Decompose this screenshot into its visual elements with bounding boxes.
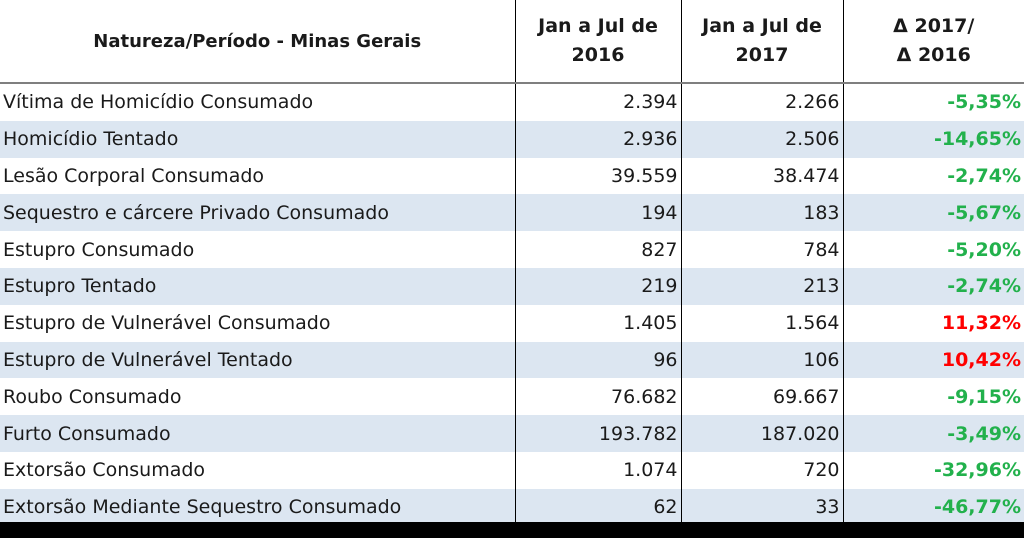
row-value-2016: 62 [514,488,682,526]
row-label: Extorsão Consumado [0,451,515,489]
row-value-2016: 193.782 [514,415,682,452]
row-value-2016: 1.405 [514,304,682,342]
header-delta-line2: Δ 2016 [896,44,971,66]
table-row: Vítima de Homicídio Consumado 2.394 2.266-… [0,83,1024,121]
row-delta: -32,96% [843,451,1024,489]
table-row: Estupro de Vulnerável Consumado 1.405 1.56… [0,304,1024,342]
table-row: Extorsão Consumado 1.074 720 -32,96% [0,451,1024,489]
row-value-2017: 187.020 [681,415,844,452]
row-delta: -5,20% [843,231,1024,268]
table-row: Lesão Corporal Consumado 39.559 38.474 -2,7… [0,157,1024,195]
row-value-2017: 33 [681,488,844,526]
row-delta: -5,35% [843,83,1024,121]
header-2016-line2: 2016 [571,44,625,66]
header-delta-line1: Δ 2017/ [893,15,975,37]
row-value-2017: 213 [681,267,844,305]
row-label: Vítima de Homicídio Consumado [0,83,515,121]
row-value-2016: 76.682 [514,378,682,416]
row-value-2016: 194 [514,194,682,232]
row-value-2016: 96 [514,341,682,379]
row-label: Estupro de Vulnerável Tentado [0,341,515,379]
row-value-2016: 39.559 [514,157,682,195]
header-natureza-text: Natureza/Período - Minas Gerais [93,30,422,52]
header-2016-line1: Jan a Jul de [538,15,658,37]
row-label: Estupro Tentado [0,267,515,305]
bottom-bar [0,522,1024,538]
row-value-2016: 1.074 [514,451,682,489]
row-value-2017: 106 [681,341,844,379]
row-delta: -2,74% [843,267,1024,305]
table-row: Estupro de Vulnerável Tentado 96 106 10,42% [0,341,1024,379]
row-label: Extorsão Mediante Sequestro Consumado [0,488,515,526]
table-row: Roubo Consumado 76.682 69.667 -9,15% [0,378,1024,416]
row-value-2017: 2.266 [681,83,844,121]
row-value-2016: 219 [514,267,682,305]
row-delta: -9,15% [843,378,1024,416]
row-label: Estupro de Vulnerável Consumado [0,304,515,342]
row-value-2017: 183 [681,194,844,232]
row-label: Roubo Consumado [0,378,515,416]
row-label: Lesão Corporal Consumado [0,157,515,195]
row-delta: -14,65% [843,120,1024,158]
row-delta: 11,32% [843,304,1024,342]
row-delta: -5,67% [843,194,1024,232]
row-label: Sequestro e cárcere Privado Consumado [0,194,515,232]
row-delta: -46,77% [843,488,1024,526]
crime-statistics-table: Natureza/Período - Minas Gerais Jan a Ju… [0,0,1024,526]
row-delta: -2,74% [843,157,1024,195]
row-delta: 10,42% [843,341,1024,379]
table-row: Estupro Tentado 219 213 -2,74% [0,267,1024,305]
header-2016: Jan a Jul de 2016 [514,0,682,84]
header-natureza: Natureza/Período - Minas Gerais [0,0,515,84]
row-value-2016: 827 [514,231,682,268]
table-row: Sequestro e cárcere Privado Consumado 194… [0,194,1024,232]
row-value-2017: 720 [681,451,844,489]
header-2017-line2: 2017 [735,44,789,66]
row-label: Estupro Consumado [0,231,515,268]
table-row: Estupro Consumado 827 784 -5,20% [0,231,1024,268]
row-value-2017: 2.506 [681,120,844,158]
table-row: Homicídio Tentado 2.936 2.506 -14,65% [0,120,1024,158]
table-header: Natureza/Período - Minas Gerais Jan a Ju… [0,0,1024,84]
table-row: Furto Consumado 193.782 187.020 -3,49% [0,415,1024,452]
table-row: Extorsão Mediante Sequestro Consumado 62 3… [0,488,1024,526]
row-label: Homicídio Tentado [0,120,515,158]
header-row: Natureza/Período - Minas Gerais Jan a Ju… [0,0,1024,84]
header-2017: Jan a Jul de 2017 [681,0,844,84]
row-value-2016: 2.936 [514,120,682,158]
row-value-2017: 69.667 [681,378,844,416]
table-body: Vítima de Homicídio Consumado 2.394 2.266-… [0,83,1024,526]
row-delta: -3,49% [843,415,1024,452]
row-value-2017: 1.564 [681,304,844,342]
row-value-2016: 2.394 [514,83,682,121]
row-value-2017: 784 [681,231,844,268]
header-delta: Δ 2017/ Δ 2016 [843,0,1024,84]
row-value-2017: 38.474 [681,157,844,195]
header-2017-line1: Jan a Jul de [702,15,822,37]
row-label: Furto Consumado [0,415,515,452]
